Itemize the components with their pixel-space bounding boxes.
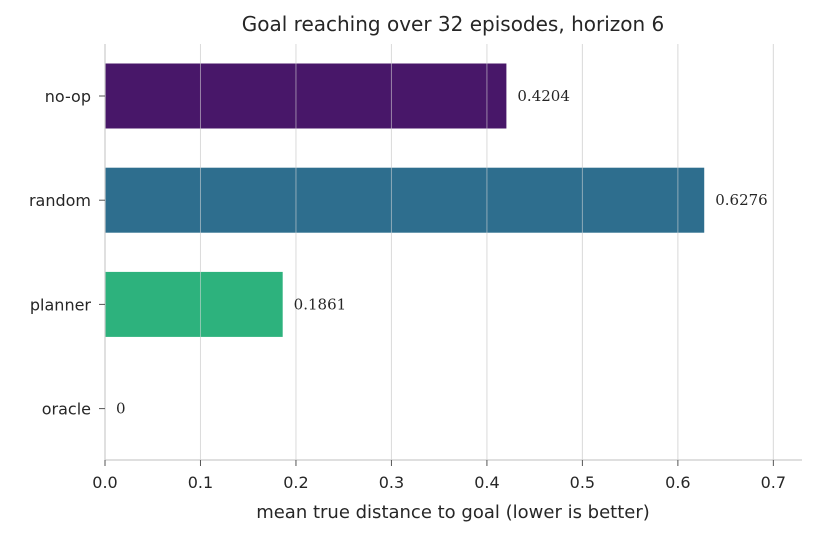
axes-spines xyxy=(104,44,802,461)
x-axis-label: mean true distance to goal (lower is bet… xyxy=(256,502,650,523)
bar-random xyxy=(105,167,705,233)
x-tick-label: 0.1 xyxy=(188,473,213,492)
x-tick-label: 0.6 xyxy=(665,473,690,492)
y-tick-label: oracle xyxy=(42,400,91,419)
x-tick-label: 0.0 xyxy=(92,473,117,492)
bar-planner xyxy=(105,271,283,337)
bar-no-op xyxy=(105,63,507,129)
value-label-random: 0.6276 xyxy=(715,191,768,209)
value-label-no-op: 0.4204 xyxy=(517,87,570,105)
x-tick-label: 0.7 xyxy=(761,473,786,492)
y-tick-label: random xyxy=(29,191,91,210)
x-tick-label: 0.4 xyxy=(474,473,499,492)
y-tick-label: planner xyxy=(30,295,92,314)
value-label-oracle: 0 xyxy=(116,400,126,418)
y-tick-label: no-op xyxy=(45,87,91,106)
gridlines-overlay xyxy=(199,44,774,460)
chart-title: Goal reaching over 32 episodes, horizon … xyxy=(242,12,665,36)
value-labels: 0.4204 0.6276 0.1861 0 xyxy=(116,87,768,418)
bars xyxy=(105,63,705,337)
x-tick-label: 0.2 xyxy=(283,473,308,492)
ticks: 0.0 0.1 0.2 0.3 0.4 0.5 0.6 0.7 no-op random plann… xyxy=(29,87,786,492)
value-label-planner: 0.1861 xyxy=(294,295,347,313)
x-tick-label: 0.3 xyxy=(379,473,404,492)
x-tick-label: 0.5 xyxy=(570,473,595,492)
